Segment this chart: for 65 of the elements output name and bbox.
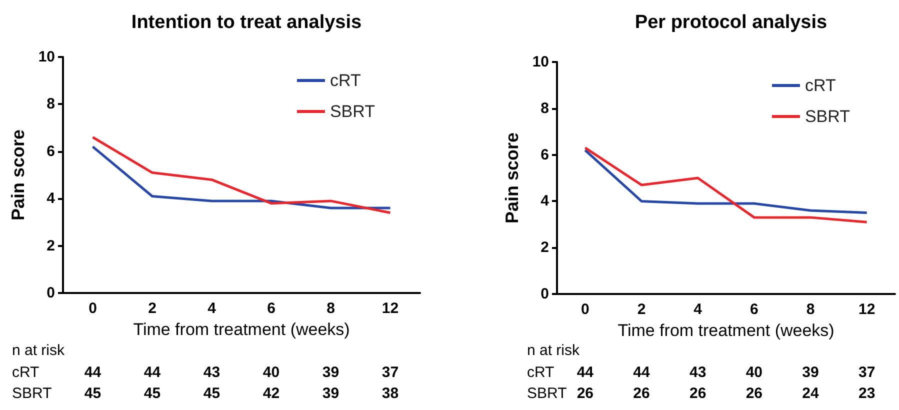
text: n at risk (12, 342, 66, 359)
x-tick-label: 6 (750, 301, 758, 318)
text: SBRT (12, 385, 52, 402)
legend-label: SBRT (804, 107, 850, 126)
x-tick-label: 0 (88, 300, 97, 317)
text: 26 (689, 385, 706, 402)
text: 39 (802, 364, 819, 381)
text: 42 (262, 385, 280, 402)
y-tick-label: 4 (540, 192, 550, 210)
text: 40 (262, 364, 280, 381)
y-tick-label: 4 (46, 190, 56, 208)
x-tick-label: 6 (267, 300, 276, 317)
y-tick-label: 0 (46, 284, 55, 302)
text: 37 (858, 364, 876, 381)
text: n at risk (527, 342, 580, 359)
y-axis-title: Pain score (8, 129, 28, 221)
x-tick-label: 12 (858, 301, 876, 318)
x-axis-title: Time from treatment (weeks) (618, 321, 834, 340)
y-tick-label: 6 (540, 146, 549, 164)
y-tick-label: 8 (540, 100, 549, 117)
text: 44 (84, 364, 102, 381)
y-tick-label: 10 (38, 48, 55, 66)
text: 24 (802, 385, 820, 402)
x-tick-label: 4 (208, 300, 217, 317)
text: 45 (84, 385, 102, 402)
text: 26 (633, 385, 650, 402)
x-tick-label: 12 (382, 300, 399, 317)
chart-title: Intention to treat analysis (131, 12, 362, 33)
legend-label: SBRT (330, 102, 376, 121)
line-series (92, 136, 392, 214)
text: SBRT (527, 385, 567, 402)
text: 45 (203, 385, 220, 402)
x-tick-label: 8 (326, 300, 335, 317)
text: 44 (576, 364, 594, 381)
text: 38 (382, 385, 399, 402)
text: 44 (633, 364, 650, 381)
text: 23 (858, 385, 876, 402)
text: cRT (12, 364, 40, 381)
text: 26 (576, 385, 594, 402)
y-tick-label: 2 (540, 239, 549, 256)
x-tick-label: 2 (637, 301, 646, 318)
text: 44 (144, 364, 162, 381)
text: 39 (322, 385, 340, 402)
text: 37 (382, 364, 399, 381)
y-tick-label: 0 (540, 286, 549, 302)
x-tick-label: 0 (580, 301, 590, 318)
x-tick-label: 2 (148, 300, 156, 317)
y-axis-title: Pain score (502, 132, 522, 224)
y-tick-label: 10 (532, 54, 549, 70)
legend-label: cRT (804, 76, 836, 95)
y-tick-label: 8 (46, 96, 55, 113)
x-tick-label: 4 (694, 301, 703, 318)
x-axis-title: Time from treatment (weeks) (133, 320, 350, 339)
legend-label: cRT (330, 71, 361, 90)
text: 26 (746, 385, 763, 402)
text: cRT (527, 364, 554, 381)
text: 43 (203, 364, 220, 381)
y-tick-label: 2 (46, 237, 55, 254)
y-tick-label: 6 (46, 142, 55, 160)
text: 43 (689, 364, 706, 381)
text: 40 (746, 364, 763, 381)
chart-title: Per protocol analysis (634, 12, 828, 33)
text: 45 (144, 385, 161, 402)
x-tick-label: 8 (806, 301, 815, 318)
text: 39 (322, 364, 340, 381)
